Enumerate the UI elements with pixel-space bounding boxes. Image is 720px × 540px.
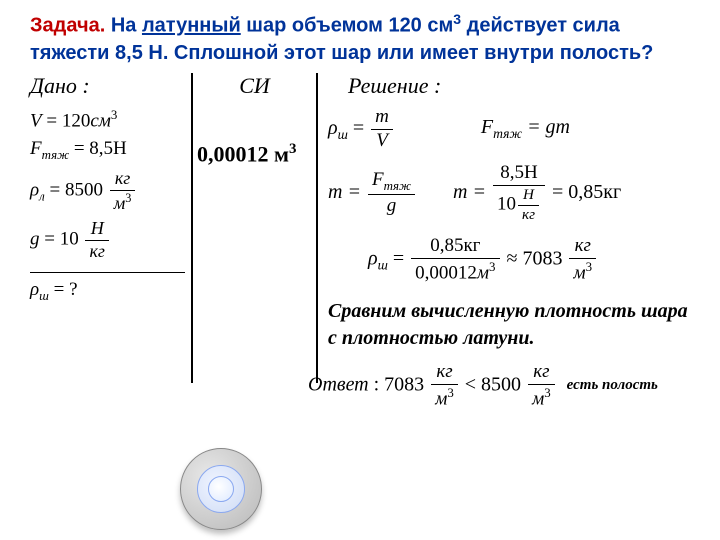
answer-row: Ответ : 7083 кг м3 < 8500 кг м3 есть пол… bbox=[308, 362, 690, 410]
columns: Дано : V = 120см3 Fтяж = 8,5H ρл = 8500 … bbox=[30, 73, 690, 410]
problem-text-2: шар объемом 120 см bbox=[241, 15, 454, 37]
given-unknown: ρш = ? bbox=[30, 279, 185, 304]
problem-text-1: На bbox=[105, 15, 142, 37]
given-header: Дано : bbox=[30, 73, 185, 99]
eq-mass-value: m = 8,5H 10Нкг = 0,85кг bbox=[453, 163, 621, 223]
problem-statement: Задача. На латунный шар объемом 120 см3 … bbox=[30, 10, 690, 67]
solution-column: Решение : ρш = mV Fтяж = gm m = bbox=[318, 73, 690, 410]
compare-text: Сравним вычисленную плотность шара с пло… bbox=[328, 298, 690, 352]
sphere-ring bbox=[197, 465, 245, 513]
answer-note: есть полость bbox=[567, 377, 658, 394]
problem-material-link[interactable]: латунный bbox=[142, 15, 241, 37]
given-g: g = 10 Н кг bbox=[30, 219, 185, 262]
problem-vol-exp: 3 bbox=[453, 11, 461, 27]
eq-force: Fтяж = gm bbox=[481, 116, 570, 142]
problem-lead: Задача. bbox=[30, 15, 105, 37]
si-column: СИ 0,00012 м3 bbox=[193, 73, 316, 167]
given-divider bbox=[30, 272, 185, 273]
sphere-inner bbox=[208, 476, 234, 502]
si-value: 0,00012 м3 bbox=[197, 141, 312, 167]
page: Задача. На латунный шар объемом 120 см3 … bbox=[0, 0, 720, 540]
solution-header: Решение : bbox=[348, 73, 690, 99]
answer-formula: Ответ : 7083 кг м3 < 8500 кг м3 bbox=[308, 362, 557, 410]
solution-rows: ρш = mV Fтяж = gm m = Fтяж g bbox=[328, 107, 690, 284]
given-column: Дано : V = 120см3 Fтяж = 8,5H ρл = 8500 … bbox=[30, 73, 191, 310]
solution-row-2: m = Fтяж g m = 8,5H 10Нкг = 0,85кг bbox=[328, 163, 690, 223]
sphere-outer bbox=[180, 448, 262, 530]
given-force: Fтяж = 8,5H bbox=[30, 138, 185, 163]
eq-rho: ρш = mV bbox=[328, 107, 395, 152]
given-volume: V = 120см3 bbox=[30, 107, 185, 132]
sphere-diagram bbox=[180, 448, 260, 528]
solution-row-1: ρш = mV Fтяж = gm bbox=[328, 107, 690, 152]
si-header: СИ bbox=[197, 73, 312, 99]
eq-mass-formula: m = Fтяж g bbox=[328, 170, 417, 217]
solution-row-3: ρш = 0,85кг 0,00012м3 ≈ 7083 кг м3 bbox=[328, 236, 690, 284]
eq-density-value: ρш = 0,85кг 0,00012м3 ≈ 7083 кг м3 bbox=[368, 236, 598, 284]
given-density-brass: ρл = 8500 кг м3 bbox=[30, 169, 185, 214]
